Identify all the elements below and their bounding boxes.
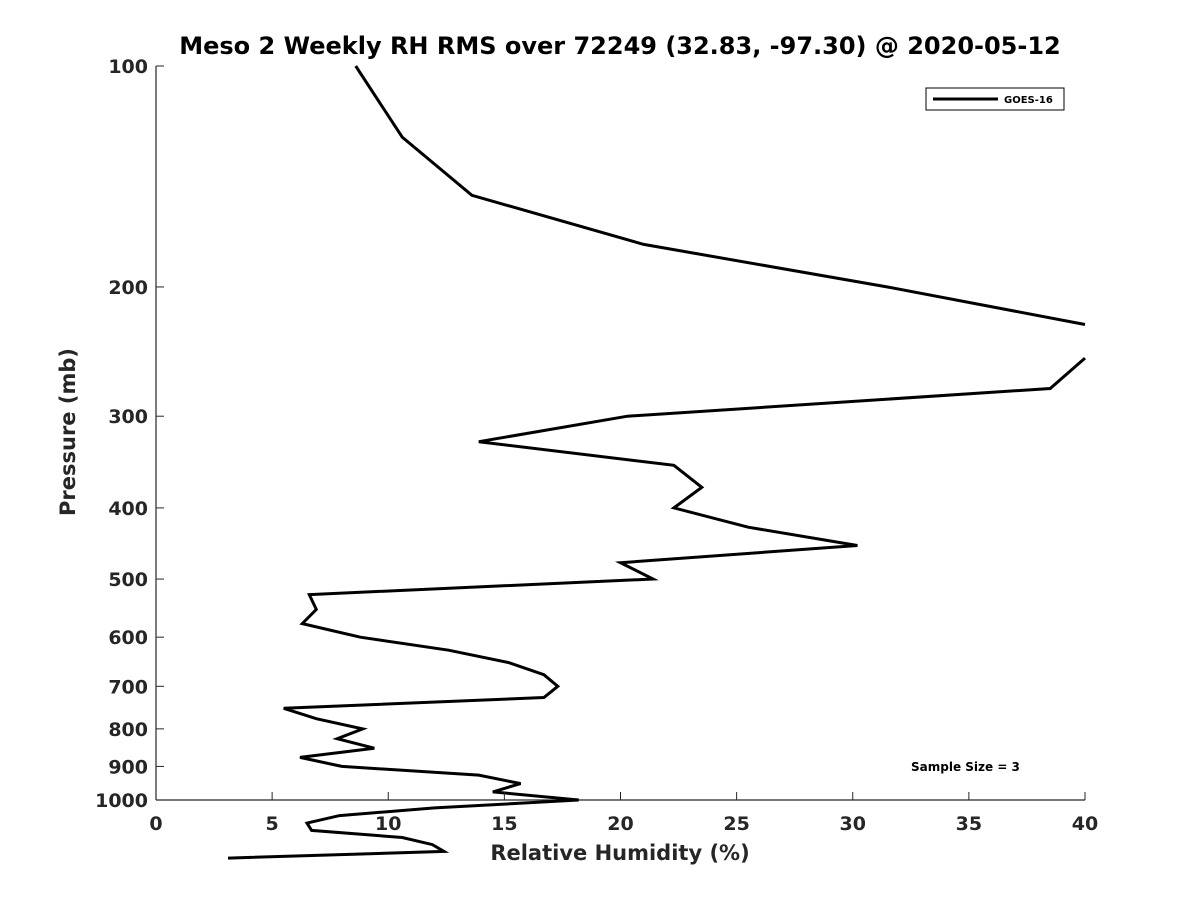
x-tick-label: 0 [149,813,162,835]
x-tick-label: 35 [956,813,982,835]
y-tick-label: 100 [108,56,148,78]
series-line-goes16-segment-2 [227,356,1086,860]
x-tick-label: 30 [840,813,866,835]
y-tick-label: 500 [108,569,148,591]
x-tick-label: 25 [723,813,749,835]
x-axis-ticks: 0 5 10 15 20 25 30 35 40 [149,792,1098,835]
legend-label-goes16: GOES-16 [1004,95,1053,106]
y-tick-label: 1000 [95,790,148,812]
x-axis-label: Relative Humidity (%) [490,841,749,865]
y-axis-ticks: 100 200 300 400 500 600 700 800 900 1000 [95,56,164,812]
series-line-goes16-segment-1 [354,65,1086,326]
x-tick-label: 40 [1072,813,1098,835]
x-tick-label: 20 [607,813,633,835]
x-tick-label: 5 [266,813,279,835]
y-tick-label: 700 [108,676,148,698]
x-tick-label: 10 [375,813,401,835]
y-tick-label: 300 [108,406,148,428]
legend: GOES-16 [925,87,1065,111]
x-tick-label: 15 [491,813,517,835]
y-tick-label: 800 [108,719,148,741]
chart-title: Meso 2 Weekly RH RMS over 72249 (32.83, … [179,32,1061,60]
y-tick-label: 600 [108,627,148,649]
plot-area [155,65,1086,860]
y-axis-label: Pressure (mb) [56,348,80,516]
y-tick-label: 200 [108,277,148,299]
y-tick-label: 400 [108,498,148,520]
y-tick-label: 900 [108,756,148,778]
sample-size-annotation: Sample Size = 3 [911,760,1020,774]
